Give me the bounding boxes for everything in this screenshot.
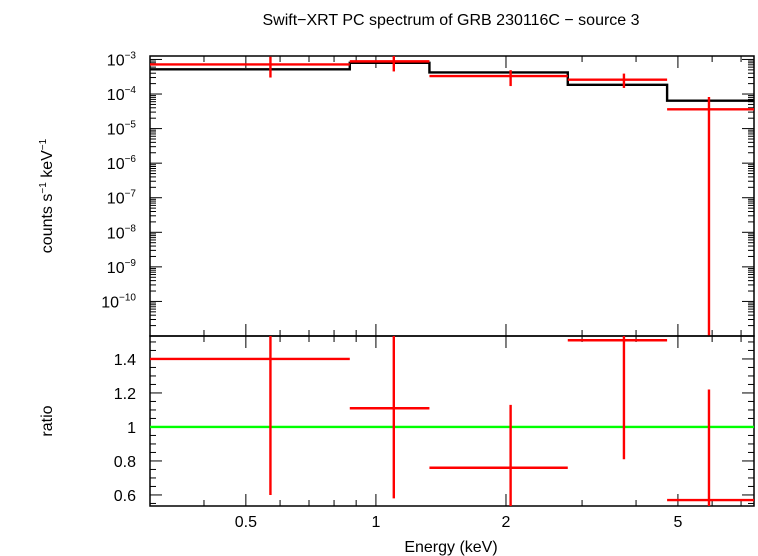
ylabel-base: counts s — [39, 194, 56, 254]
ylabel-mid: keV — [39, 150, 56, 182]
ylabel-exp1: −1 — [38, 182, 49, 194]
y-tick-label: 10−5 — [107, 120, 137, 139]
top-panel-ticks — [149, 56, 754, 337]
ratio-point — [349, 336, 430, 499]
spectrum-point — [667, 97, 754, 336]
y-tick-label: 1.2 — [114, 386, 136, 403]
bottom-y-axis-label: ratio — [39, 405, 56, 436]
y-tick-label: 0.6 — [114, 488, 136, 505]
ratio-point — [429, 404, 568, 506]
top-panel: 10−3 10−4 10−5 10−6 10−7 10−8 10−9 10−10 — [101, 50, 755, 337]
x-tick-label: 0.5 — [235, 514, 257, 531]
spectrum-point — [349, 56, 430, 72]
y-tick-label: 10−3 — [107, 50, 137, 69]
x-tick-label: 2 — [502, 514, 511, 531]
ylabel-exp2: −1 — [38, 138, 49, 150]
top-panel-y-tick-labels: 10−3 10−4 10−5 10−6 10−7 10−8 10−9 10−10 — [101, 50, 136, 311]
y-tick-label: 0.8 — [114, 454, 136, 471]
spectrum-point — [567, 73, 668, 88]
top-panel-frame — [149, 55, 755, 337]
top-y-axis-label: counts s−1 keV−1 — [38, 138, 56, 253]
y-tick-label: 10−10 — [101, 292, 136, 311]
y-tick-label: 1.4 — [114, 352, 136, 369]
chart-title: Swift−XRT PC spectrum of GRB 230116C − s… — [262, 12, 639, 29]
x-tick-labels: 0.5 1 2 5 — [235, 514, 683, 531]
spectrum-data-points — [150, 56, 754, 336]
y-tick-label: 1 — [127, 420, 136, 437]
bottom-panel: 0.6 0.8 1 1.2 1.4 — [114, 335, 755, 507]
spectrum-point — [150, 56, 350, 78]
spectrum-point — [429, 70, 568, 87]
y-tick-label: 10−8 — [107, 223, 137, 242]
bottom-panel-y-tick-labels: 0.6 0.8 1 1.2 1.4 — [114, 352, 136, 505]
ratio-point — [150, 336, 350, 495]
ratio-point — [567, 336, 668, 460]
y-tick-label: 10−9 — [107, 258, 137, 277]
ratio-point — [667, 389, 754, 506]
x-tick-label: 5 — [673, 514, 682, 531]
y-tick-label: 10−6 — [107, 154, 137, 173]
x-axis-label: Energy (keV) — [404, 539, 497, 556]
y-tick-label: 10−7 — [107, 189, 137, 208]
bottom-panel-ticks — [149, 336, 754, 506]
bottom-panel-frame — [149, 335, 755, 507]
x-tick-label: 1 — [371, 514, 380, 531]
ratio-data-points — [150, 336, 754, 506]
model-curve — [150, 61, 754, 102]
model-step-line — [150, 61, 754, 102]
y-tick-label: 10−4 — [107, 85, 137, 104]
